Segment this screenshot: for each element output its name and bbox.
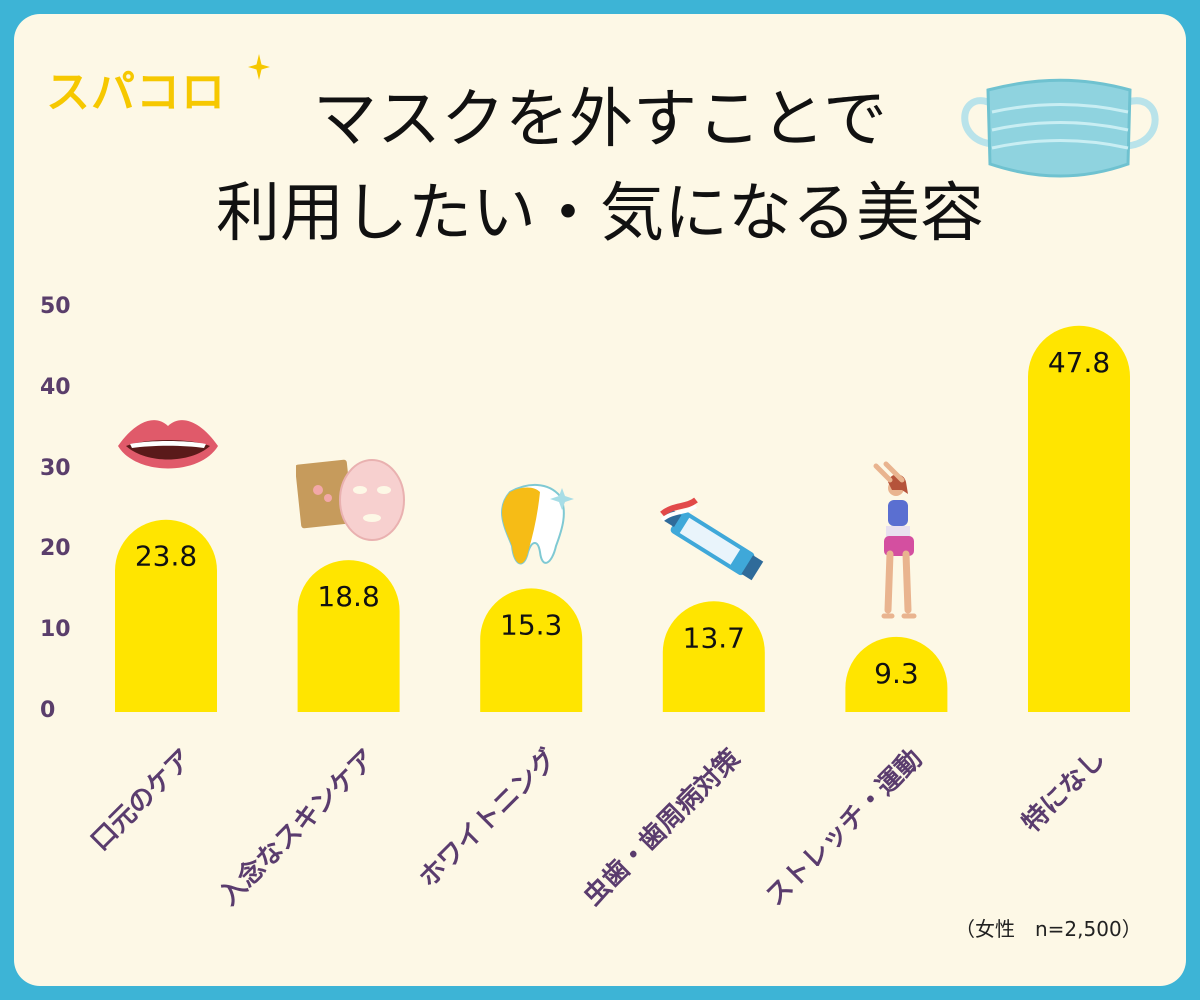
bar xyxy=(662,601,765,712)
tooth-icon xyxy=(501,484,574,565)
face-mask-icon xyxy=(961,78,1159,178)
bar-value-label: 47.8 xyxy=(1048,346,1110,379)
toothpaste-icon xyxy=(660,497,764,581)
sample-note: （女性 n=2,500） xyxy=(955,917,1142,941)
stretching-woman-icon xyxy=(873,461,917,619)
bar xyxy=(845,636,948,712)
y-tick-label: 0 xyxy=(40,698,56,723)
sparkle-icon xyxy=(248,54,270,80)
y-tick-label: 20 xyxy=(40,536,71,562)
bar xyxy=(1028,325,1130,712)
bar xyxy=(480,588,583,712)
bar xyxy=(297,560,400,712)
lips-icon xyxy=(118,420,218,469)
bar-value-label: 15.3 xyxy=(500,608,562,641)
logo: スパコロ xyxy=(46,67,226,118)
y-tick-label: 50 xyxy=(40,294,71,319)
sheet-mask-icon xyxy=(296,459,405,541)
bar-value-label: 9.3 xyxy=(874,657,919,690)
y-tick-label: 10 xyxy=(40,617,71,643)
bar-value-label: 13.7 xyxy=(683,621,745,654)
bar-value-label: 23.8 xyxy=(135,540,197,573)
chart-card xyxy=(14,14,1186,986)
y-tick-label: 40 xyxy=(40,374,71,400)
bar-value-label: 18.8 xyxy=(317,580,379,613)
chart-title-line-2: 利用したい・気になる美容 xyxy=(216,177,984,251)
chart-title-line-1: マスクを外すことで xyxy=(312,83,888,157)
y-tick-label: 30 xyxy=(40,455,71,481)
bar xyxy=(115,519,217,712)
